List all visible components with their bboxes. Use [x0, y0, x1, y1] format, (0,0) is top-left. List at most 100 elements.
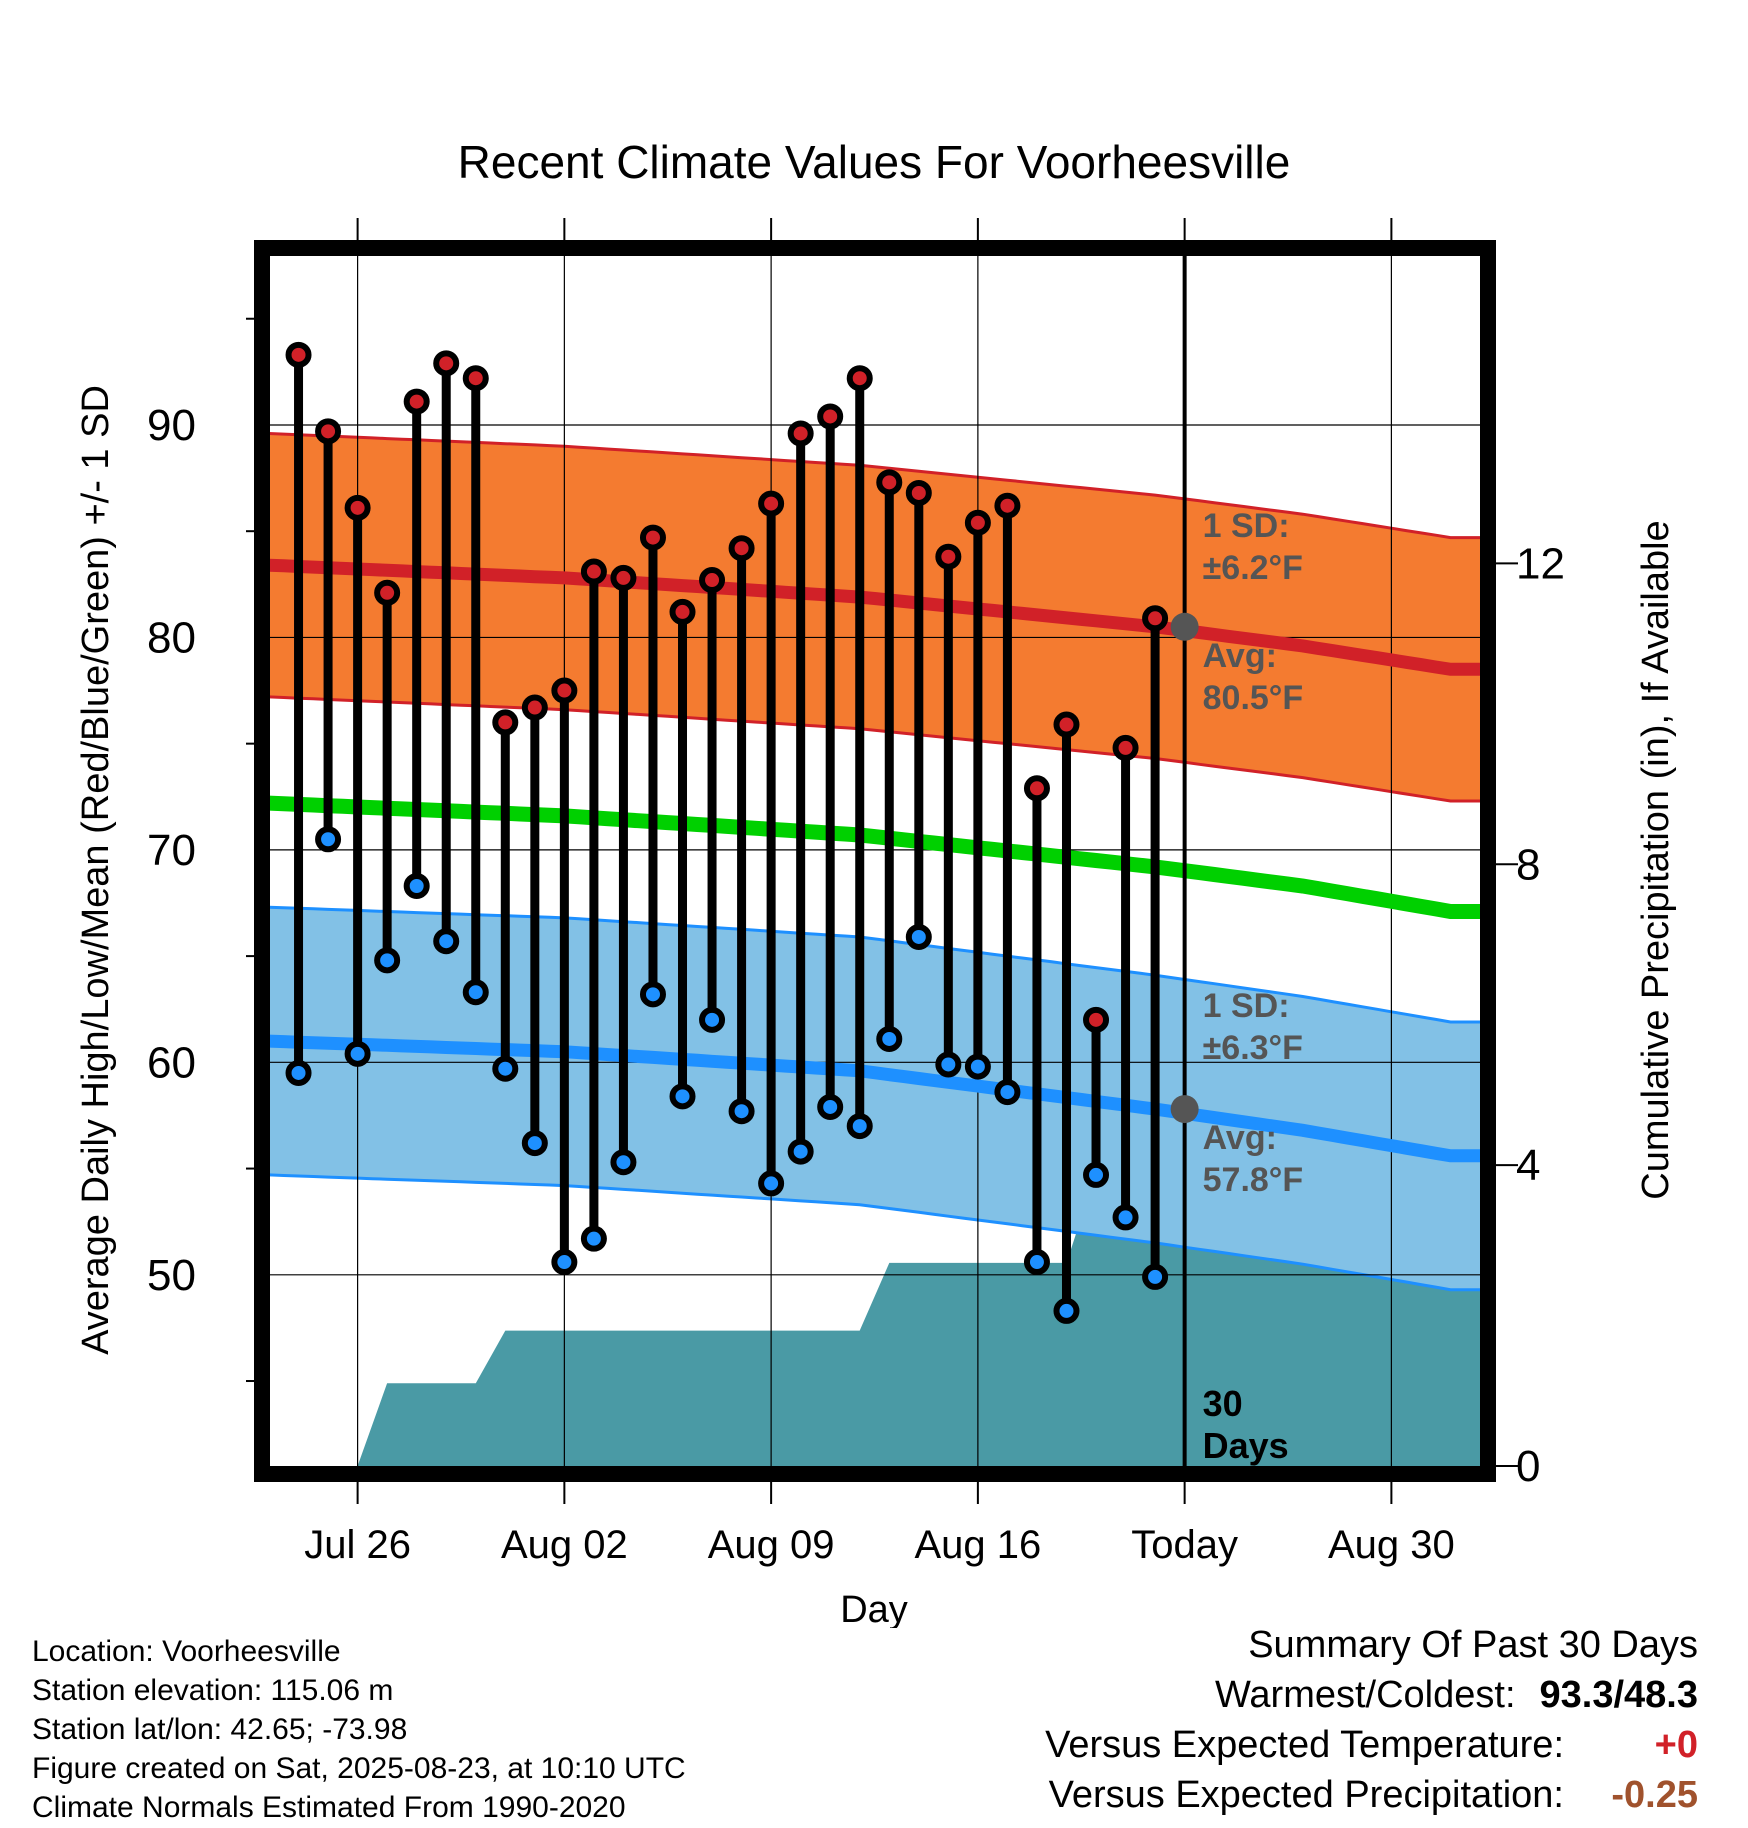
y2-tick-label: 8 [1516, 840, 1540, 889]
high-sd-lower-edge [269, 695, 1480, 803]
summary-panel: Summary Of Past 30 Days Warmest/Coldest:… [1045, 1620, 1698, 1820]
x-tick-label: Aug 16 [914, 1523, 1041, 1567]
daily-high-point [669, 598, 696, 625]
daily-low-point [285, 1059, 312, 1086]
daily-high-point [876, 469, 903, 496]
daily-low-point [1023, 1249, 1050, 1276]
normal-mean-line [269, 795, 1480, 919]
x-tick-label: Jul 26 [304, 1523, 411, 1567]
daily-low-point [315, 826, 342, 853]
station-info: Location: Voorheesville Station elevatio… [32, 1632, 686, 1827]
y-axis-label: Average Daily High/Low/Mean (Red/Blue/Gr… [75, 385, 117, 1355]
daily-high-point [462, 365, 489, 392]
daily-low-point [964, 1053, 991, 1080]
high-avg-text-1: 80.5°F [1203, 679, 1304, 717]
daily-high-point [905, 479, 932, 506]
daily-low-point [1112, 1204, 1139, 1231]
low-sd-upper-edge [269, 905, 1480, 1024]
low-avg-text-1: 57.8°F [1203, 1161, 1304, 1199]
daily-low-point [610, 1149, 637, 1176]
daily-high-point [580, 558, 607, 585]
daily-low-point [344, 1040, 371, 1067]
daily-low-point [639, 981, 666, 1008]
created-text: Figure created on Sat, 2025-08-23, at 10… [32, 1752, 686, 1785]
daily-low-point [433, 928, 460, 955]
low-avg-text-0: Avg: [1203, 1119, 1277, 1157]
daily-low-point [403, 872, 430, 899]
daily-low-point [994, 1079, 1021, 1106]
daily-low-point [817, 1093, 844, 1120]
daily-high-point [492, 709, 519, 736]
y-tick-label: 70 [147, 826, 196, 875]
daily-low-point [492, 1055, 519, 1082]
plot-clip-group: 1 SD: ±6.2°F Avg: 80.5°F 1 SD: ±6.3°F Avg: 57.8… [269, 255, 1480, 1466]
location-text: Location: Voorheesville [32, 1635, 341, 1668]
daily-high-point [1083, 1006, 1110, 1033]
precip-value: -0.25 [1611, 1774, 1698, 1816]
elevation-text: Station elevation: 115.06 m [32, 1674, 394, 1707]
high-sd-text-1: ±6.2°F [1203, 549, 1303, 587]
daily-low-point [669, 1083, 696, 1110]
daily-high-point [639, 524, 666, 551]
x-tick-label: Aug 02 [501, 1523, 628, 1567]
daily-high-point [935, 543, 962, 570]
window-text-0: 30 [1203, 1383, 1243, 1424]
y2-axis-label: Cumulative Precipitation (in), If Availa… [1635, 520, 1677, 1199]
daily-high-point [787, 420, 814, 447]
warm-cold-row: Warmest/Coldest: 93.3/48.3 [1045, 1670, 1698, 1720]
temp-row: Versus Expected Temperature: +0 [1045, 1720, 1698, 1770]
daily-high-point [699, 567, 726, 594]
daily-high-point [1053, 711, 1080, 738]
daily-low-point [787, 1138, 814, 1165]
daily-low-point [521, 1130, 548, 1157]
window-text-1: Days [1203, 1425, 1289, 1466]
daily-high-point [758, 490, 785, 517]
high-avg-text-0: Avg: [1203, 637, 1277, 675]
daily-low-point [1142, 1263, 1169, 1290]
daily-high-point [433, 350, 460, 377]
precip-label: Versus Expected Precipitation: [1048, 1774, 1564, 1816]
x-axis-label: Day [840, 1589, 908, 1628]
avg-low-marker [1170, 1095, 1199, 1124]
daily-low-point [551, 1249, 578, 1276]
daily-high-point [817, 403, 844, 430]
daily-high-point [403, 388, 430, 415]
daily-low-point [935, 1051, 962, 1078]
climate-chart: Recent Climate Values For Voorheesville … [75, 136, 1677, 1628]
daily-low-point [876, 1025, 903, 1052]
daily-high-point [551, 677, 578, 704]
daily-high-point [315, 418, 342, 445]
precip-row: Versus Expected Precipitation: -0.25 [1045, 1770, 1698, 1820]
daily-low-point [758, 1170, 785, 1197]
high-sd-text-0: 1 SD: [1203, 507, 1290, 545]
low-sd-lower-edge [269, 1173, 1480, 1292]
daily-low-point [728, 1098, 755, 1125]
daily-low-point [1083, 1161, 1110, 1188]
y-tick-label: 50 [147, 1251, 196, 1300]
plot-area: 1 SD: ±6.2°F Avg: 80.5°F 1 SD: ±6.3°F Avg: 57.8… [147, 218, 1565, 1567]
avg-high-marker [1170, 612, 1199, 641]
high-sd-upper-edge [269, 432, 1480, 540]
x-tick-label: Today [1131, 1523, 1238, 1567]
low-sd-text-0: 1 SD: [1203, 987, 1290, 1025]
daily-high-point [964, 509, 991, 536]
y-tick-label: 60 [147, 1038, 196, 1087]
plot-frame [254, 240, 1496, 1482]
y2-tick-label: 0 [1516, 1442, 1540, 1491]
temp-label: Versus Expected Temperature: [1045, 1724, 1564, 1766]
daily-high-point [344, 494, 371, 521]
daily-high-point [610, 564, 637, 591]
daily-low-point [905, 923, 932, 950]
normal-high-line [269, 558, 1480, 676]
daily-low-point [462, 979, 489, 1006]
latlon-text: Station lat/lon: 42.65; -73.98 [32, 1713, 408, 1746]
y2-tick-label: 12 [1516, 539, 1565, 588]
daily-high-point [1112, 734, 1139, 761]
daily-low-point [846, 1113, 873, 1140]
x-tick-label: Aug 09 [708, 1523, 835, 1567]
warm-cold-value: 93.3/48.3 [1539, 1674, 1698, 1716]
low-sd-band [269, 907, 1480, 1290]
temp-value: +0 [1654, 1724, 1698, 1766]
summary-title: Summary Of Past 30 Days [1248, 1624, 1698, 1666]
normals-text: Climate Normals Estimated From 1990-2020 [32, 1791, 626, 1824]
